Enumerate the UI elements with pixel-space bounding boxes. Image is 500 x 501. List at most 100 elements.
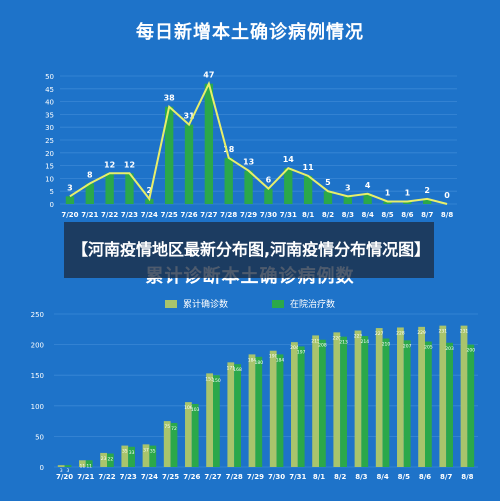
c1-ytick-label: 30	[45, 124, 54, 132]
c2-bar-cumulative	[460, 325, 468, 467]
c1-ytick-label: 40	[45, 99, 54, 107]
c2-ytick-label: 250	[31, 311, 44, 319]
c1-bar	[303, 175, 313, 204]
c2-bar-hospitalized	[276, 354, 284, 467]
c2-data-label: 11	[86, 463, 92, 469]
c2-data-label: 227	[375, 331, 384, 337]
c2-xtick-label: 8/4	[376, 473, 388, 481]
c2-bar-hospitalized	[467, 344, 475, 467]
c1-data-label: 6	[266, 176, 272, 185]
c2-bar-hospitalized	[425, 341, 432, 467]
c2-ytick-label: 0	[40, 464, 44, 472]
chart1-title: 每日新增本土确诊病例情况	[136, 22, 364, 43]
c2-xtick-label: 7/28	[226, 473, 243, 481]
c2-bar-hospitalized	[128, 446, 135, 467]
c2-data-label: 11	[80, 463, 86, 469]
c1-bar	[363, 193, 372, 204]
c2-xtick-label: 7/22	[98, 473, 115, 481]
c2-bar-cumulative	[354, 330, 362, 467]
legend-label-hospitalized: 在院治疗数	[290, 300, 336, 310]
c2-xtick-label: 7/20	[56, 473, 73, 481]
c2-bar-hospitalized	[319, 339, 326, 467]
c1-data-label: 14	[283, 155, 295, 164]
c1-bar	[264, 188, 273, 204]
c1-xtick-label: 8/2	[322, 211, 334, 219]
c2-data-label: 106	[184, 405, 193, 411]
c2-data-label: 103	[191, 407, 200, 413]
c2-bar-cumulative	[333, 332, 341, 467]
c2-data-label: 207	[403, 343, 412, 349]
c1-xtick-label: 7/30	[260, 211, 277, 219]
c2-data-label: 213	[339, 340, 348, 346]
c1-xtick-label: 7/23	[121, 211, 138, 219]
c2-data-label: 35	[150, 449, 156, 455]
c1-xtick-label: 8/8	[441, 211, 453, 219]
c2-bar-cumulative	[206, 373, 213, 467]
c1-ytick-label: 20	[45, 150, 54, 158]
c2-data-label: 205	[424, 345, 433, 351]
c2-data-label: 33	[129, 450, 135, 456]
c2-xtick-label: 8/2	[334, 473, 346, 481]
c2-data-label: 229	[417, 330, 426, 336]
c2-xtick-label: 7/29	[247, 473, 264, 481]
c2-bar-hospitalized	[85, 460, 93, 467]
c2-xtick-label: 7/26	[183, 473, 200, 481]
c2-xtick-label: 7/21	[77, 473, 94, 481]
c2-data-label: 150	[212, 378, 221, 384]
c2-bar-hospitalized	[213, 375, 220, 467]
c1-data-label: 2	[424, 186, 430, 195]
c2-bar-hospitalized	[403, 340, 411, 467]
c2-bar-cumulative	[121, 445, 129, 467]
legend-item-hospitalized: 在院治疗数	[272, 297, 335, 310]
c2-bar-cumulative	[227, 362, 235, 467]
c2-bar-cumulative	[163, 421, 171, 467]
c1-ytick-label: 25	[45, 137, 54, 145]
c2-bar-hospitalized	[234, 364, 241, 467]
c1-bar	[145, 198, 154, 204]
c1-bar	[204, 83, 214, 204]
c2-ytick-label: 50	[35, 433, 44, 441]
c1-xtick-label: 7/31	[280, 211, 297, 219]
c2-xtick-label: 8/1	[313, 473, 325, 481]
c1-bar	[244, 170, 253, 204]
c2-data-label: 210	[382, 341, 391, 347]
c1-data-label: 0	[444, 191, 450, 200]
c2-bar-hospitalized	[297, 346, 305, 467]
c1-ytick-label: 15	[45, 163, 54, 171]
c1-ytick-label: 10	[45, 175, 54, 183]
c1-bar	[105, 173, 114, 204]
c1-bar	[323, 191, 333, 204]
c1-data-label: 31	[183, 112, 195, 121]
c2-bar-cumulative	[79, 460, 86, 467]
c1-xtick-label: 7/22	[101, 211, 118, 219]
c1-bar	[423, 198, 432, 204]
c2-data-label: 215	[311, 338, 320, 344]
c2-bar-cumulative	[397, 327, 404, 467]
c1-xtick-label: 8/1	[302, 211, 314, 219]
c2-data-label: 184	[276, 357, 285, 363]
c1-data-label: 12	[124, 160, 135, 169]
c2-data-label: 231	[439, 329, 448, 335]
c1-trend-line	[69, 80, 448, 205]
c2-data-label: 214	[360, 339, 369, 345]
legend-swatch-hospitalized	[272, 299, 284, 308]
c2-bar-cumulative	[142, 444, 150, 467]
c2-data-label: 168	[233, 367, 242, 373]
c1-xtick-label: 7/21	[81, 211, 98, 219]
c2-xtick-label: 7/31	[289, 473, 306, 481]
legend-swatch-cumulative	[164, 299, 177, 308]
c1-xtick-label: 7/26	[180, 211, 197, 219]
c2-bar-cumulative	[312, 335, 319, 467]
c1-xtick-label: 7/28	[220, 211, 237, 219]
c2-xtick-label: 8/3	[355, 473, 367, 481]
c2-bar-hospitalized	[446, 342, 453, 467]
c1-bar	[65, 196, 75, 204]
c2-bar-cumulative	[57, 465, 65, 467]
c1-data-label: 4	[365, 181, 371, 190]
c2-data-label: 184	[248, 357, 257, 363]
c2-bar-hospitalized	[107, 453, 114, 467]
c2-bar-hospitalized	[149, 445, 157, 467]
c1-xtick-label: 8/5	[381, 211, 393, 219]
c1-xtick-label: 7/20	[61, 211, 78, 219]
